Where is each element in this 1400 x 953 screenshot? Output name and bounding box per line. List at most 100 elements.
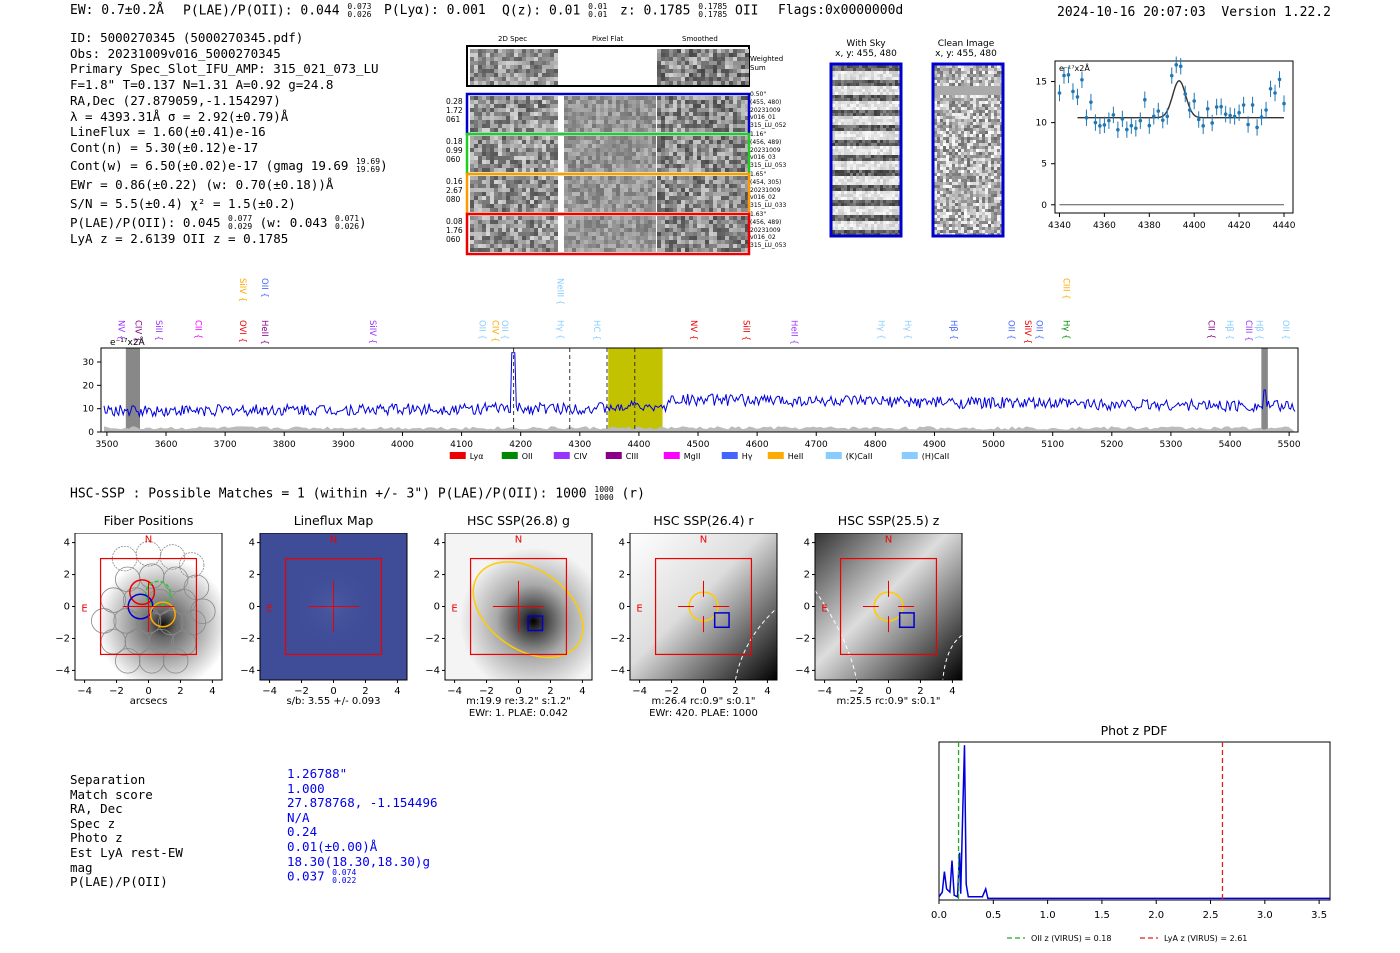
photz-xtick-label: 3.5	[1311, 910, 1327, 921]
panel-ytick-label: 2	[434, 570, 440, 581]
photz-axes	[938, 741, 1331, 901]
spectrum-xtick-label: 3800	[273, 440, 296, 450]
panel-ytick-label: 0	[619, 602, 625, 613]
legend-label: CIII	[626, 452, 639, 461]
legend-label: OII	[522, 452, 533, 461]
fiber-circle	[138, 648, 165, 674]
panel-ytick-label: 4	[249, 538, 255, 549]
fit-data-point	[1241, 96, 1246, 114]
panel-xtick-label: 0	[700, 686, 706, 697]
panel-xtick-label: 2	[362, 686, 368, 697]
fit-data-point	[1187, 101, 1192, 119]
cutout-row-meta: 1.65"	[750, 171, 767, 178]
spectrum-xtick-label: 4400	[627, 440, 650, 450]
spectrum-xtick-label: 5400	[1219, 440, 1242, 450]
emission-line-label: SiII {	[741, 320, 751, 341]
emission-line-label: OII {	[499, 320, 509, 340]
fit-ytick-label: 10	[1036, 119, 1048, 129]
cutout-2d-spec	[470, 96, 558, 132]
hsc-panel-title: Lineflux Map	[293, 513, 374, 528]
sky-images-svg	[829, 62, 1005, 238]
fit-data-point	[1138, 112, 1143, 129]
fit-axes	[1054, 60, 1294, 214]
fit-data-point	[1098, 117, 1102, 135]
photz-xtick-label: 1.0	[1040, 910, 1056, 921]
hsc-image	[630, 533, 777, 680]
legend-label: Lyα	[470, 452, 484, 461]
spectrum-xtick-label: 3700	[214, 440, 237, 450]
hsc-panel-title: HSC SSP(25.5) z	[837, 513, 940, 528]
panel-xtick-label: −4	[77, 686, 92, 697]
info-plae: P(LAE)/P(OII): 0.045 0.077 0.029 (w: 0.04…	[70, 214, 367, 232]
emission-line-label: OII {	[259, 278, 269, 298]
fit-data-point	[1102, 116, 1107, 134]
north-label: N	[330, 535, 337, 546]
panel-xtick-label: 4	[764, 686, 770, 697]
panel-ytick-label: 2	[64, 570, 70, 581]
emission-line-label: CIII {	[1060, 278, 1070, 300]
spectrum-units: e⁻¹⁷x2Å	[110, 336, 146, 348]
emission-line-label: Hγ {	[1060, 320, 1070, 340]
spectrum-xtick-label: 5300	[1159, 440, 1182, 450]
hsc-panel-image: N E 4 2 0 −2 −4 −4 −2 0 2 4	[425, 533, 593, 697]
spectrum-xtick-label: 4600	[746, 440, 769, 450]
hsc-panel-title: Fiber Positions	[103, 513, 194, 528]
panel-xtick-label: −2	[294, 686, 309, 697]
emission-line-label: CIII {	[1243, 320, 1253, 342]
panel-xtick-label: 4	[579, 686, 585, 697]
photz-title: Phot z PDF	[1100, 723, 1168, 738]
hsc-panel-image: N E 4 2 0 −2 −4 −4 −2 0 2 4	[55, 533, 223, 697]
header-flags: Flags:0x0000000d	[778, 3, 904, 18]
fit-data-point	[1120, 110, 1125, 128]
header-ew: EW: 0.7±0.2Å	[70, 3, 164, 18]
fit-xtick-label: 4380	[1138, 221, 1161, 230]
panel-xtick-label: 2	[547, 686, 553, 697]
fit-data-point	[1057, 84, 1062, 102]
photz-curve	[938, 745, 1330, 900]
north-label: N	[885, 535, 892, 546]
emission-line-label: SiIV {	[367, 320, 377, 344]
hsc-header-tail: (r)	[621, 486, 645, 502]
fiber-red	[129, 579, 156, 606]
panel-ytick-label: −4	[610, 665, 625, 676]
fiber-orange	[149, 601, 176, 628]
cutout-row-meta: 20231009	[750, 106, 781, 114]
spectrum-xtick-label: 4900	[923, 440, 946, 450]
cutout-row-left-label: 0.08 1.76 060	[446, 217, 463, 244]
east-label: E	[266, 603, 272, 614]
clean-image-xy: x, y: 455, 480	[935, 49, 997, 59]
emission-line-label: Hβ {	[948, 320, 958, 340]
fiber-circle	[190, 598, 216, 624]
clean-image-frame	[931, 62, 1005, 238]
fit-data-point	[1214, 98, 1219, 116]
emission-line-label: NV {	[116, 320, 126, 340]
fiber-circle	[162, 566, 189, 593]
north-label: N	[515, 535, 522, 546]
emission-line-label: CIV {	[489, 320, 499, 342]
legend-swatch	[825, 452, 842, 459]
legend-swatch	[449, 452, 466, 459]
header-plae: P(LAE)/P(OII): 0.044 0.073 0.026	[183, 2, 372, 19]
fit-data-point	[1134, 120, 1138, 137]
emission-line-label: HeII {	[788, 320, 798, 345]
cutout-row-right-label: 1.16" (456, 489) 20231009 v016_03 315_LU_053	[750, 131, 786, 170]
cutout-pixel-flat	[564, 216, 656, 252]
info-plae-w-lo: 0.026	[334, 222, 360, 232]
match-value: 0.24	[287, 824, 318, 840]
cutout-2d-spec	[470, 176, 558, 212]
info-plae-lo: 0.029	[228, 222, 253, 232]
z-line: OII	[735, 3, 759, 19]
fit-data-point	[1062, 67, 1066, 84]
fit-data-point	[1223, 105, 1228, 123]
match-value: 27.878768, -1.154496	[287, 795, 438, 811]
panel-xtick-label: −2	[664, 686, 679, 697]
emission-line-label: NV {	[688, 320, 698, 340]
fiber-circle	[91, 608, 117, 634]
panel-xtick-label: −4	[817, 686, 832, 697]
photz-xtick-label: 0.0	[931, 910, 947, 921]
emission-line-label: CIV {	[132, 320, 142, 342]
spectrum-xtick-label: 4200	[509, 440, 532, 450]
hsc-panel-caption: arcsecs	[129, 696, 168, 707]
header-datetime: 2024-10-16 20:07:03 Version 1.22.2	[1057, 5, 1331, 20]
fit-data-point	[1259, 108, 1264, 126]
